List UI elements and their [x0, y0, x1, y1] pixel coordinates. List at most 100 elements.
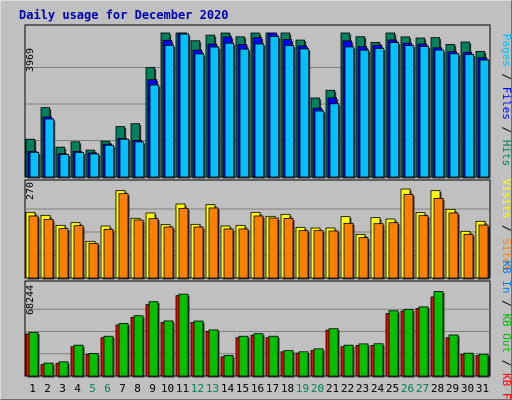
bar-sites: [133, 219, 144, 279]
bar-kb-out: [313, 348, 324, 377]
bar-sites: [253, 215, 264, 279]
bar-kb-out: [148, 301, 159, 377]
middle-legend: Visits / Sites: [500, 179, 512, 272]
bar-pages: [434, 49, 445, 178]
day-label: 22: [341, 382, 354, 395]
bar-sites: [388, 222, 399, 279]
legend-visits: Visits: [500, 179, 512, 219]
bar-kb-out: [433, 291, 444, 377]
bar-pages: [224, 42, 235, 178]
bar-kb-out: [298, 351, 309, 377]
bar-pages: [449, 53, 460, 178]
day-label: 5: [89, 382, 96, 395]
day-label: 12: [191, 382, 204, 395]
bar-pages: [209, 46, 220, 178]
day-label: 14: [221, 382, 235, 395]
top-max-label: 3969: [25, 48, 36, 72]
bar-kb-out: [178, 293, 189, 377]
bar-pages: [254, 43, 265, 178]
bar-kb-out: [253, 333, 264, 377]
bar-sites: [343, 222, 354, 279]
bar-pages: [29, 151, 40, 178]
bar-kb-out: [418, 306, 429, 377]
day-label: 31: [476, 382, 489, 395]
bar-sites: [448, 212, 459, 279]
bar-sites: [43, 218, 54, 279]
bar-sites: [163, 226, 174, 279]
bar-sites: [103, 228, 114, 279]
day-label: 7: [119, 382, 126, 395]
svg-text:Visits / Sites: Visits / Sites: [500, 179, 512, 272]
legend-sites: Sites: [500, 238, 512, 271]
bar-kb-out: [463, 352, 474, 377]
bar-sites: [328, 230, 339, 279]
day-label: 15: [236, 382, 249, 395]
bar-kb-out: [58, 361, 69, 377]
bar-pages: [104, 144, 115, 178]
day-label: 29: [446, 382, 459, 395]
bar-kb-out: [193, 320, 204, 377]
bar-kb-out: [343, 344, 354, 377]
bar-sites: [238, 228, 249, 279]
day-label: 20: [311, 382, 324, 395]
bar-kb-out: [43, 362, 54, 377]
bar-sites: [283, 217, 294, 279]
bar-kb-out: [283, 350, 294, 377]
bar-pages: [59, 154, 70, 178]
bar-kb-out: [358, 343, 369, 377]
bar-sites: [73, 225, 84, 279]
bar-pages: [389, 42, 400, 178]
bar-sites: [193, 226, 204, 279]
bar-kb-out: [238, 335, 249, 377]
day-label: 19: [296, 382, 309, 395]
day-label: 9: [149, 382, 156, 395]
day-label: 18: [281, 382, 294, 395]
bar-kb-out: [448, 334, 459, 377]
bottom-legend: KB In / KB Out / KB F: [500, 260, 512, 399]
day-label: 2: [44, 382, 51, 395]
bar-sites: [208, 207, 219, 279]
day-label: 3: [59, 382, 66, 395]
bar-sites: [298, 230, 309, 279]
day-label: 26: [401, 382, 414, 395]
bar-kb-out: [208, 329, 219, 377]
day-label: 16: [251, 382, 264, 395]
bar-sites: [88, 242, 99, 279]
bar-pages: [419, 46, 430, 178]
legend-kb-out: KB Out: [500, 313, 512, 353]
day-label: 25: [386, 382, 399, 395]
day-label: 13: [206, 382, 219, 395]
bar-kb-out: [268, 335, 279, 377]
bar-pages: [344, 46, 355, 178]
day-label: 6: [104, 382, 111, 395]
bar-pages: [194, 53, 205, 178]
bar-pages: [269, 36, 280, 178]
bar-sites: [418, 215, 429, 279]
bar-kb-out: [133, 315, 144, 377]
bar-pages: [314, 110, 325, 178]
bar-pages: [239, 48, 250, 178]
bar-kb-out: [223, 355, 234, 377]
bar-sites: [313, 230, 324, 279]
bar-sites: [148, 218, 159, 279]
day-label: 30: [461, 382, 474, 395]
bar-kb-out: [388, 310, 399, 377]
bar-kb-out: [478, 353, 489, 377]
bar-pages: [329, 103, 340, 178]
bar-sites: [403, 193, 414, 279]
day-label: 4: [74, 382, 81, 395]
bar-sites: [433, 197, 444, 279]
bar-pages: [374, 48, 385, 178]
bar-pages: [299, 48, 310, 178]
bar-kb-out: [328, 328, 339, 377]
day-label: 1: [29, 382, 36, 395]
bar-kb-out: [73, 344, 84, 377]
bar-pages: [359, 49, 370, 178]
bar-kb-out: [118, 323, 129, 377]
svg-text:Pages / Files / Hits: Pages / Files / Hits: [500, 34, 512, 167]
bar-pages: [479, 59, 490, 178]
bar-sites: [373, 223, 384, 279]
bottom-max-label: 68244: [25, 285, 36, 315]
bar-sites: [478, 224, 489, 279]
